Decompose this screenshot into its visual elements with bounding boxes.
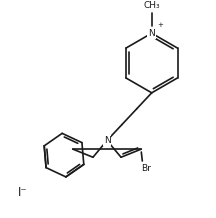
Text: I⁻: I⁻ [18, 186, 27, 199]
Text: N: N [148, 29, 155, 38]
Text: +: + [158, 22, 164, 28]
Text: Br: Br [141, 164, 151, 174]
Text: CH₃: CH₃ [143, 1, 160, 10]
Text: N: N [104, 136, 110, 145]
